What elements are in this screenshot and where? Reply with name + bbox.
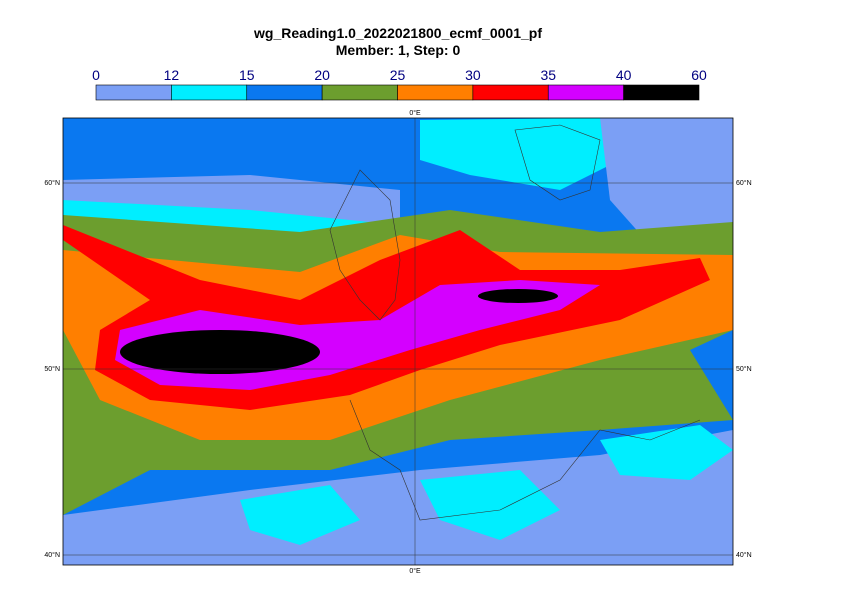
title: wg_Reading1.0_2022021800_ecmf_0001_pf	[253, 25, 542, 41]
colorbar-bin	[397, 84, 474, 101]
colorbar-tick-label: 0	[92, 67, 100, 83]
colorbar-tick-label: 60	[691, 67, 707, 83]
colorbar-bin	[171, 84, 248, 101]
colorbar: 0 12 15 20 25 30 35 40 60	[92, 67, 707, 101]
lat-label: 40°N	[736, 551, 752, 559]
colorbar-tick-label: 30	[465, 67, 481, 83]
colorbar-tick-label: 15	[239, 67, 255, 83]
field	[600, 118, 733, 250]
map-frame	[62, 117, 734, 566]
subtitle: Member: 1, Step: 0	[336, 42, 461, 58]
map-field	[63, 118, 733, 565]
lat-label: 40°N	[44, 551, 60, 559]
colorbar-tick-label: 40	[616, 67, 632, 83]
lon-label: 0°E	[409, 109, 421, 117]
lat-label: 50°N	[736, 365, 752, 373]
field	[63, 175, 400, 230]
colorbar-bin	[547, 84, 624, 101]
field	[478, 289, 558, 303]
colorbar-tick-label: 12	[164, 67, 180, 83]
colorbar-bin	[623, 84, 700, 101]
lat-label: 50°N	[44, 365, 60, 373]
colorbar-bin	[95, 84, 172, 101]
colorbar-tick-label: 35	[540, 67, 556, 83]
lat-label: 60°N	[736, 179, 752, 187]
lat-label: 60°N	[44, 179, 60, 187]
colorbar-tick-label: 25	[390, 67, 406, 83]
colorbar-bin	[246, 84, 323, 101]
field	[420, 118, 620, 190]
field	[240, 425, 733, 545]
colorbar-bin	[472, 84, 549, 101]
coastline	[329, 124, 701, 521]
colorbar-bin	[321, 84, 398, 101]
field	[63, 430, 733, 565]
field	[120, 330, 320, 374]
colorbar-tick-label: 20	[314, 67, 330, 83]
lon-label: 0°E	[409, 567, 421, 575]
